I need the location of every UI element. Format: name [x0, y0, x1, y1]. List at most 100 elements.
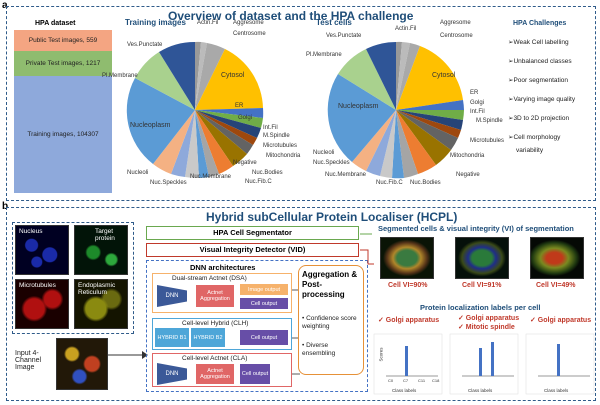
test-slice-actin — [396, 41, 402, 110]
challenge-item: ➢Unbalanced classes — [508, 58, 572, 65]
dsa-cell-output: Cell output — [240, 298, 288, 309]
er-label: Endoplasmic Reticulum — [78, 282, 116, 296]
mini-tick-c18: C18 — [432, 378, 440, 383]
test-label-mspindle: M.Spindle — [476, 118, 503, 124]
aggregation-item-2: • Diverse ensembling — [302, 342, 336, 357]
clh-hybrid-b2: HYBRID B2 — [191, 328, 225, 347]
test-label-centrosome: Centrosome — [440, 33, 473, 39]
mini-xlabel-3: Class labels — [544, 388, 569, 393]
train-label-nucspeckles: Nuc.Speckles — [150, 180, 187, 186]
cla-dnn: DNN — [157, 363, 187, 385]
test-label-nucfibc: Nuc.Fib.C — [376, 180, 403, 186]
input-composite-image — [56, 338, 108, 390]
dsa-aggregation: Actnet Aggregation — [196, 285, 234, 307]
dsa-box — [152, 273, 292, 313]
challenges-list: ➢Weak Cell labelling ➢Unbalanced classes… — [508, 38, 594, 154]
train-label-vespunctate: Ves.Punctate — [127, 42, 163, 48]
test-slice-intfil — [396, 110, 463, 130]
dataset-header: HPA dataset — [35, 20, 76, 27]
mini-tick-c0: C0 — [388, 378, 394, 383]
clh-cell-output: Cell output — [240, 330, 288, 345]
cla-title: Cell-level Actnet (CLA) — [182, 355, 248, 362]
dnn-header: DNN architectures — [190, 263, 256, 272]
challenge-item: variability — [516, 147, 544, 154]
cla-box — [152, 353, 292, 387]
pie-slice-mitochondria — [195, 110, 247, 166]
pie-slice-golgi — [195, 110, 263, 128]
pie-slice-mspindle — [195, 110, 257, 145]
segmentor-box: HPA Cell Segmentator — [146, 226, 359, 240]
mini-chart-3 — [525, 333, 595, 395]
pie-slice-negative — [195, 110, 233, 174]
dnn-frame — [146, 260, 368, 392]
cell-vi-1: Cell VI=90% — [388, 282, 428, 289]
test-pie — [327, 41, 464, 179]
pie-slice-microtubules — [195, 110, 253, 154]
train-label-cytosol: Cytosol — [221, 72, 245, 79]
test-label-negative: Negative — [456, 172, 480, 178]
pie-slice-nucleoli — [153, 110, 195, 174]
test-label-er: ER — [470, 90, 479, 96]
loc-label-cell3: ✓ Golgi apparatus — [530, 317, 592, 324]
clh-hybrid-b1: HYBRID B1 — [155, 328, 189, 347]
aggregation-item-1: • Confidence score weighting — [302, 315, 357, 330]
mini-ylabel: Scores — [378, 347, 384, 362]
test-slice-nucfibc — [392, 110, 404, 179]
test-slice-cytosol — [396, 46, 463, 110]
clh-title: Cell-level Hybrid (CLH) — [182, 320, 249, 327]
test-label-vespunctate: Ves.Punctate — [326, 33, 362, 39]
pie-slice-intfil — [195, 110, 261, 138]
segmented-cell-2 — [455, 237, 509, 279]
challenge-item: ➢3D to 2D projection — [508, 115, 570, 122]
pie-slice-cytosol — [195, 49, 263, 110]
vid-box: Visual Integrity Detector (VID) — [146, 243, 359, 257]
panel-b-letter: b — [2, 201, 9, 212]
pie-slice-centrosome — [195, 43, 225, 110]
train-label-nucbodies: Nuc.Bodies — [252, 170, 283, 176]
pie-slice-aggresome — [195, 42, 207, 110]
test-slice-nucmembrane — [380, 110, 396, 178]
train-label-nucmembrane: Nuc.Membrane — [190, 174, 232, 180]
test-slice-golgi — [396, 110, 464, 120]
pie-slice-er — [195, 108, 264, 118]
training-bar: Training images, 104307 — [14, 76, 112, 193]
pie-slice-nucspeckles — [171, 110, 195, 177]
cell-vi-2: Cell VI=91% — [462, 282, 502, 289]
pie-slice-nucleoplasm — [126, 78, 195, 164]
micrograph-group — [12, 222, 134, 334]
panel-b-frame — [6, 207, 596, 401]
test-label-plmembrane: Pl.Membrane — [306, 52, 342, 58]
clh-box — [152, 318, 292, 350]
loc-title: Protein localization labels per cell — [420, 303, 541, 312]
training-pie-title: Training images — [125, 18, 186, 27]
train-label-nucfibc: Nuc.Fib.C — [245, 179, 272, 185]
train-label-nucleoli: Nucleoli — [127, 170, 149, 176]
loc-label-cell2-a: ✓ Golgi apparatus — [458, 315, 520, 322]
test-slice-nucbodies — [396, 110, 418, 178]
train-label-microtubules: Microtubules — [263, 143, 298, 149]
input-arrow — [108, 351, 148, 359]
train-label-mspindle: M.Spindle — [263, 133, 290, 139]
panel-a-letter: a — [2, 0, 8, 11]
pie-slice-nucbodies — [195, 110, 219, 177]
train-label-aggresome: Aggresome — [233, 20, 264, 26]
test-slice-plmembrane — [338, 49, 396, 110]
private-test-bar: Private Test images, 1217 — [14, 51, 112, 76]
panel-a-frame — [6, 6, 596, 201]
cell-vi-3: Cell VI=49% — [536, 282, 576, 289]
dsa-image-output: Image output — [240, 284, 288, 295]
mini-chart-2 — [449, 333, 519, 395]
test-slice-mspindle — [396, 110, 461, 138]
segmented-cell-1 — [380, 237, 434, 279]
loc-label-cell2-b: ✓ Mitotic spindle — [458, 324, 515, 331]
test-slice-nucleoli — [352, 110, 396, 171]
test-slice-nucleoplasm — [327, 74, 396, 162]
challenge-item: ➢Weak Cell labelling — [508, 39, 569, 46]
pie-slice-nucmembrane — [185, 110, 199, 179]
train-label-mitochondria: Mitochondria — [266, 153, 301, 159]
pie-slice-plmembrane — [135, 52, 195, 110]
pie-slice-vespunctate — [159, 41, 195, 110]
panel-a-title: Overview of dataset and the HPA challeng… — [168, 9, 414, 23]
train-label-negative: Negative — [233, 160, 257, 166]
pie-slice-actin — [195, 41, 201, 110]
